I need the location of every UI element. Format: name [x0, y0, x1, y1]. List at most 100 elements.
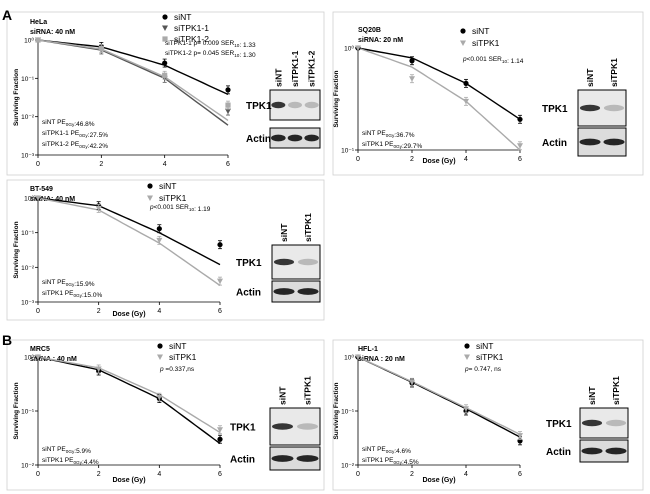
cell-line-title: HeLa	[30, 19, 47, 26]
fit-curve	[37, 356, 221, 445]
blot-lane-label: siNT	[273, 68, 283, 87]
blot-lane-label: siTPK1-1	[290, 50, 300, 87]
blot-lane-label: siNT	[587, 386, 597, 405]
x-tick-label: 0	[36, 308, 40, 315]
data-point	[162, 72, 168, 78]
y-tick-label: 10⁻²	[21, 114, 35, 121]
pe-annotation: siNT PE0Gy:4.6%	[362, 446, 411, 455]
stat-annotation: p<0.001 SER10: 1.19	[149, 204, 211, 213]
y-tick-label: 10⁻¹	[21, 230, 35, 237]
data-point	[35, 37, 41, 43]
data-point	[225, 108, 231, 115]
pe-annotation: siNT PE0Gy:5.9%	[42, 446, 91, 455]
pe-annotation: siNT PE0Gy:46.8%	[42, 119, 95, 128]
legend-marker	[157, 343, 163, 349]
data-point	[217, 436, 223, 442]
legend-label: siTPK1	[169, 352, 197, 362]
blot-label-actin: Actin	[230, 455, 255, 466]
fit-curve	[37, 197, 221, 287]
stat-annotation: p<0.001 SER10: 1.14	[462, 56, 524, 65]
legend-label: siNT	[159, 181, 176, 191]
cell-line-title: HFL-1	[358, 346, 378, 353]
y-tick-label: 10⁻²	[341, 463, 355, 470]
pe-annotation: siTPK1 PE0Gy:4.4%	[42, 457, 99, 466]
x-tick-label: 4	[464, 471, 468, 478]
blot-band-actin	[581, 447, 603, 455]
blot-label-tpk1: TPK1	[230, 423, 256, 434]
data-point	[156, 226, 162, 232]
data-point	[225, 102, 231, 108]
y-tick-label: 10⁻¹	[341, 148, 355, 155]
blot-label-actin: Actin	[246, 134, 271, 145]
blot-band-actin	[273, 288, 295, 295]
fit-curve	[357, 356, 521, 435]
data-point	[409, 379, 415, 386]
legend-label: siNT	[472, 26, 489, 36]
y-tick-label: 10⁰	[24, 354, 34, 362]
data-point	[225, 87, 231, 93]
pe-annotation: siTPK1-2 PE0Gy:42.2%	[42, 141, 108, 150]
y-tick-label: 10⁻²	[21, 463, 35, 470]
blot-band-tpk1	[297, 258, 319, 266]
y-axis-title: Surviving Fraction	[13, 221, 20, 278]
blot-lane-label: siTPK1	[303, 376, 313, 405]
pe-annotation: siTPK1 PE0Gy:29.7%	[362, 141, 422, 150]
stat-annotation: p= 0.747, ns	[464, 366, 502, 373]
x-tick-label: 4	[464, 156, 468, 163]
legend-label: siTPK1	[476, 352, 504, 362]
blot-label-tpk1: TPK1	[236, 258, 262, 269]
blot-band-tpk1	[603, 104, 625, 112]
data-point	[217, 427, 223, 433]
x-tick-label: 6	[218, 308, 222, 315]
panel-frame	[6, 179, 325, 321]
panel-label-a: A	[2, 7, 12, 23]
legend-label: siNT	[169, 341, 186, 351]
legend-label: siTPK1-1	[174, 23, 209, 33]
blot-label-actin: Actin	[546, 447, 571, 458]
data-point	[95, 366, 102, 372]
blot-band-tpk1	[581, 419, 603, 427]
blot-lane-label: siTPK1-2	[307, 50, 317, 87]
stat-annotation: siTPK1-1 p= 0.009 SER10: 1.33	[165, 40, 256, 49]
data-point	[463, 80, 469, 86]
data-point	[517, 433, 523, 439]
blot-band-tpk1	[579, 104, 601, 112]
legend-marker	[460, 28, 466, 34]
panel-frame	[6, 11, 325, 176]
x-tick-label: 2	[97, 308, 101, 315]
data-point	[217, 278, 223, 285]
pe-annotation: siTPK1 PE0Gy:15.0%	[42, 290, 102, 299]
blot-box-actin	[269, 446, 321, 471]
y-axis-title: Surviving Fraction	[13, 382, 20, 439]
legend-label: siTPK1	[159, 193, 187, 203]
data-point	[217, 242, 223, 248]
x-axis-title: Dose (Gy)	[112, 477, 145, 484]
blot-label-tpk1: TPK1	[246, 101, 272, 112]
blot-band-actin	[297, 288, 319, 295]
blot-lane-label: siTPK1	[609, 58, 619, 87]
blot-band-tpk1	[273, 258, 295, 266]
panel-frame	[332, 339, 644, 491]
legend-marker	[157, 354, 163, 360]
x-tick-label: 6	[518, 471, 522, 478]
pe-annotation: siTPK1 PE0Gy:4.5%	[362, 457, 419, 466]
data-point	[409, 76, 415, 82]
y-tick-label: 10⁰	[24, 37, 34, 45]
blot-band-actin	[605, 447, 627, 455]
legend-marker	[460, 40, 466, 46]
fit-curve	[37, 197, 221, 266]
data-point	[156, 237, 163, 244]
legend-marker	[464, 354, 470, 360]
fit-curve	[357, 47, 521, 151]
data-point	[463, 98, 469, 105]
x-tick-label: 0	[36, 471, 40, 478]
sirna-label: siRNA: 20 nM	[358, 37, 403, 44]
blot-band-actin	[579, 138, 601, 146]
blot-label-tpk1: TPK1	[542, 104, 568, 115]
x-tick-label: 2	[410, 471, 414, 478]
fit-curve	[37, 39, 229, 96]
data-point	[409, 58, 415, 64]
y-tick-label: 10⁻¹	[21, 76, 35, 83]
sirna-label: siRNA: 40 nM	[30, 29, 75, 36]
